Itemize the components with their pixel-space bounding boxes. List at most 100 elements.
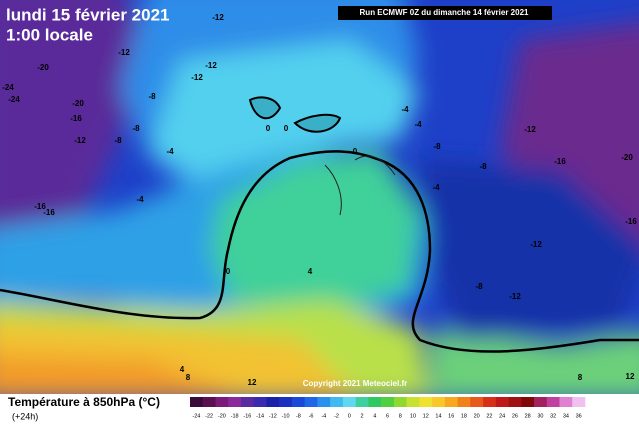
colorbar-swatch [534, 397, 548, 407]
time-label: 1:00 locale [6, 25, 93, 44]
contour-label: -16 [554, 157, 566, 166]
colorbar-label: 0 [348, 413, 351, 419]
colorbar-swatch [495, 397, 509, 407]
contour-label: -20 [621, 153, 633, 162]
colorbar-label: -10 [282, 413, 290, 419]
colorbar-label: -24 [192, 413, 200, 419]
colorbar-swatch [432, 397, 446, 407]
date-label: lundi 15 février 2021 [6, 5, 169, 24]
colorbar-label: 32 [550, 413, 556, 419]
colorbar-swatch [202, 397, 216, 407]
contour-label: -16 [34, 202, 46, 211]
colorbar-swatch [240, 397, 255, 407]
colorbar-swatch [330, 397, 344, 407]
contour-label: -16 [625, 217, 637, 226]
colorbar-swatch [508, 397, 522, 407]
colorbar-swatch [279, 397, 293, 407]
colorbar-label: 18 [461, 413, 467, 419]
colorbar-swatch [546, 397, 560, 407]
colorbar-swatch [215, 397, 229, 407]
colorbar-label: 28 [525, 413, 531, 419]
colorbar-label: 10 [410, 413, 416, 419]
contour-label: -24 [2, 83, 14, 92]
colorbar-label: -8 [296, 413, 301, 419]
colorbar-swatch [266, 397, 280, 407]
colorbar-swatch [419, 397, 433, 407]
contour-label: -4 [432, 183, 440, 192]
colorbar-label: 22 [486, 413, 492, 419]
contour-label: 12 [248, 378, 257, 387]
contour-label: -12 [524, 125, 536, 134]
colorbar-swatch [470, 397, 484, 407]
contour-label: -20 [37, 63, 49, 72]
map [0, 0, 639, 394]
contour-label: -12 [205, 61, 217, 70]
contour-label: 0 [284, 124, 289, 133]
colorbar-label: -16 [243, 413, 251, 419]
colorbar-label: 20 [474, 413, 480, 419]
colorbar-swatch [444, 397, 458, 407]
colorbar-label: -4 [321, 413, 326, 419]
colorbar-swatch [317, 397, 331, 407]
colorbar-swatch [457, 397, 471, 407]
colorbar-label: -2 [334, 413, 339, 419]
colorbar-swatch [381, 397, 395, 407]
contour-label: -8 [114, 136, 122, 145]
contour-label: 0 [266, 124, 271, 133]
colorbar-swatch [521, 397, 535, 407]
colorbar-swatch [368, 397, 382, 407]
colorbar-swatch [572, 397, 586, 407]
colorbar-label: -14 [256, 413, 264, 419]
contour-label: -12 [212, 13, 224, 22]
contour-label: -12 [74, 136, 86, 145]
colorbar-label: 34 [563, 413, 569, 419]
contour-label: -4 [166, 147, 174, 156]
colorbar-swatch [253, 397, 267, 407]
colorbar-swatch [342, 397, 356, 407]
colorbar-swatch [355, 397, 369, 407]
colorbar: -24 -22 -20 -18 -16 -14 -12 -10 -8 -6 -4 -2 0 2 4 6 8 10 1… [190, 397, 586, 419]
contour-label: 0 [353, 147, 358, 156]
lead-time: (+24h) [12, 411, 38, 421]
colorbar-label: -18 [231, 413, 239, 419]
contour-label: -8 [148, 92, 156, 101]
colorbar-label: 8 [399, 413, 402, 419]
contour-label: -4 [414, 120, 422, 129]
contour-label: -8 [479, 162, 487, 171]
contour-label: 4 [180, 365, 185, 374]
contour-label: 8 [578, 373, 583, 382]
contour-label: 4 [308, 267, 313, 276]
contour-label: -16 [70, 114, 82, 123]
contour-label: 8 [186, 373, 191, 382]
contour-label: -8 [475, 282, 483, 291]
colorbar-label: 6 [386, 413, 389, 419]
copyright: Copyright 2021 Meteociel.fr [303, 379, 407, 388]
colorbar-label: 30 [537, 413, 543, 419]
contour-label: -12 [530, 240, 542, 249]
colorbar-label: 2 [360, 413, 363, 419]
colorbar-swatch [406, 397, 420, 407]
contour-labels: -12-20-24-24-12-12-12-8-20-16-12 -8-8-4-4… [2, 13, 637, 387]
run-label: Run ECMWF 0Z du dimanche 14 février 2021 [360, 8, 529, 17]
colorbar-swatch [291, 397, 305, 407]
colorbar-label: 16 [448, 413, 454, 419]
contour-label: -20 [72, 99, 84, 108]
contour-label: -12 [191, 73, 203, 82]
colorbar-swatch [190, 397, 204, 407]
contour-label: -12 [509, 292, 521, 301]
colorbar-label: -6 [309, 413, 314, 419]
colorbar-label: 26 [512, 413, 518, 419]
run-banner [338, 6, 552, 20]
contour-label: 0 [226, 267, 231, 276]
contour-label: -8 [132, 124, 140, 133]
legend-title: Température à 850hPa (°C) [8, 395, 160, 409]
colorbar-swatch [393, 397, 407, 407]
contour-label: 12 [626, 372, 635, 381]
contour-label: -12 [118, 48, 130, 57]
contour-label: -4 [136, 195, 144, 204]
colorbar-swatch [559, 397, 573, 407]
colorbar-swatch [483, 397, 497, 407]
colorbar-label: 14 [435, 413, 441, 419]
colorbar-swatch [304, 397, 318, 407]
